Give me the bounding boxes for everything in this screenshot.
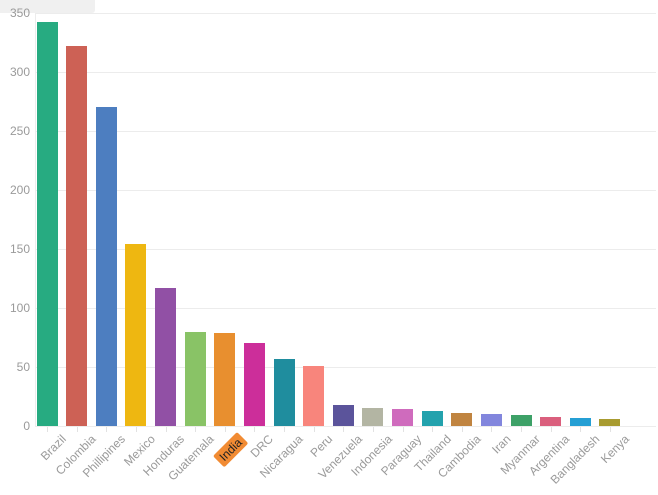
x-tick-colombia [76, 427, 78, 432]
bar-cambodia[interactable] [451, 413, 473, 426]
bar-india[interactable] [214, 332, 236, 426]
gridline-0 [35, 425, 656, 427]
x-label-iran: Iran [488, 432, 514, 457]
x-tick-brazil [47, 427, 48, 432]
x-tick-bangladesh [580, 427, 582, 432]
x-tick-argentina [550, 427, 552, 432]
bar-venezuela[interactable] [332, 404, 354, 426]
bar-mexico[interactable] [125, 244, 147, 426]
gridline-50 [35, 366, 656, 368]
bar-iran[interactable] [480, 414, 502, 426]
y-tick-label-150: 150 [9, 242, 30, 256]
y-tick-label-300: 300 [9, 65, 30, 79]
y-tick-label-250: 250 [9, 124, 30, 138]
y-tick-label-50: 50 [16, 360, 30, 374]
x-tick-guatemala [195, 427, 197, 432]
y-tick-label-200: 200 [9, 183, 30, 197]
x-tick-kenya [609, 427, 611, 432]
x-tick-nicaragua [284, 427, 286, 432]
bar-kenya[interactable] [599, 418, 621, 426]
x-label-india[interactable]: India [212, 432, 249, 468]
gridline-350 [35, 12, 656, 14]
bar-drc[interactable] [243, 343, 265, 426]
gridline-300 [35, 71, 656, 73]
x-tick-paraguay [402, 427, 404, 432]
bar-peru[interactable] [303, 365, 325, 426]
bar-phillipines[interactable] [95, 107, 117, 426]
bar-paraguay[interactable] [392, 409, 414, 426]
bar-bangladesh[interactable] [569, 417, 591, 426]
bar-brazil[interactable] [36, 22, 58, 426]
x-tick-venezuela [343, 427, 345, 432]
x-tick-peru [313, 427, 315, 432]
x-tick-india [224, 427, 226, 432]
x-tick-mexico [135, 427, 137, 432]
x-tick-cambodia [461, 427, 463, 432]
x-tick-honduras [165, 427, 167, 432]
x-tick-thailand [432, 427, 434, 432]
x-label-kenya: Kenya [597, 432, 632, 466]
y-axis-line [35, 13, 36, 426]
y-tick-label-350: 350 [9, 6, 30, 20]
bar-indonesia[interactable] [362, 408, 384, 426]
x-tick-iran [491, 427, 493, 432]
x-tick-drc [254, 427, 256, 432]
gridline-150 [35, 248, 656, 250]
x-tick-myanmar [521, 427, 523, 432]
y-tick-label-100: 100 [9, 301, 30, 315]
bar-nicaragua[interactable] [273, 358, 295, 426]
bar-guatemala[interactable] [184, 331, 206, 426]
gridline-250 [35, 130, 656, 132]
bar-argentina[interactable] [540, 416, 562, 426]
gridline-100 [35, 307, 656, 309]
bar-myanmar[interactable] [510, 415, 532, 426]
x-tick-indonesia [372, 427, 374, 432]
bar-colombia[interactable] [66, 46, 88, 426]
bar-thailand[interactable] [421, 410, 443, 426]
top-left-artifact [0, 0, 95, 13]
x-tick-phillipines [106, 427, 108, 432]
gridline-200 [35, 189, 656, 191]
bar-honduras[interactable] [155, 287, 177, 426]
y-tick-label-0: 0 [23, 419, 30, 433]
